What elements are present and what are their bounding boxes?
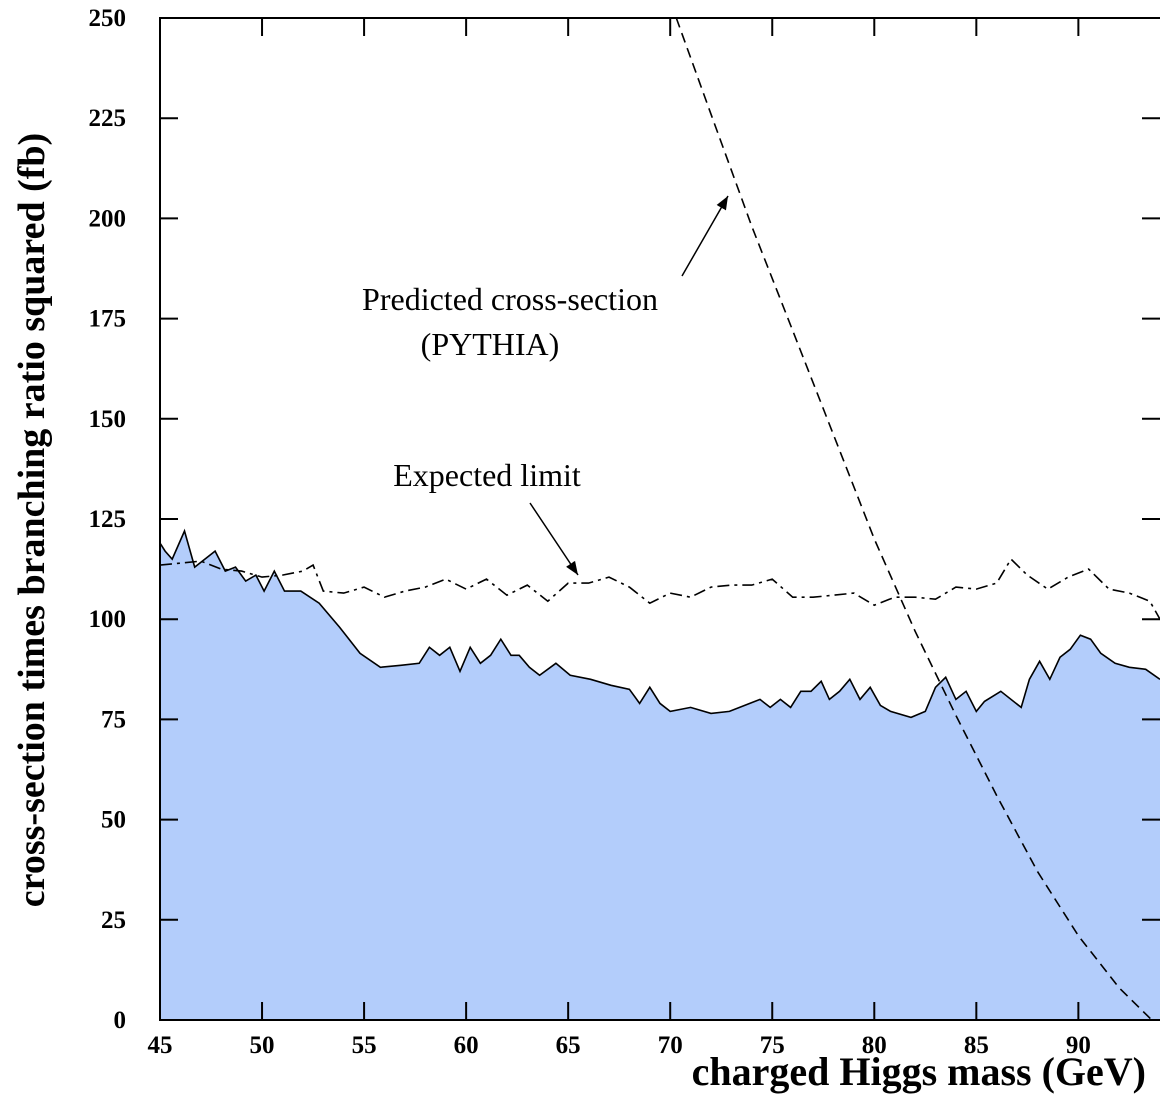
- x-tick-label: 80: [862, 1032, 887, 1059]
- y-tick-label: 225: [89, 105, 127, 132]
- dashdot-line: [160, 557, 1160, 620]
- y-tick-label: 75: [101, 706, 126, 733]
- x-tick-label: 85: [964, 1032, 989, 1059]
- arrow: [529, 502, 579, 576]
- annotation: (PYTHIA): [421, 326, 560, 362]
- x-tick-label: 60: [454, 1032, 479, 1059]
- annotation: Predicted cross-section: [362, 281, 658, 317]
- x-tick-label: 90: [1066, 1032, 1091, 1059]
- x-tick-label: 75: [760, 1032, 785, 1059]
- plot-area: [160, 18, 1160, 1020]
- annotation: Expected limit: [393, 457, 581, 493]
- y-tick-label: 125: [89, 506, 127, 533]
- x-tick-label: 50: [250, 1032, 275, 1059]
- y-axis-label: cross-section times branching ratio squa…: [11, 133, 53, 907]
- filled-area: [160, 531, 1160, 1020]
- y-tick-label: 250: [89, 5, 127, 32]
- y-tick-label: 25: [101, 907, 126, 934]
- x-tick-label: 70: [658, 1032, 683, 1059]
- arrow: [681, 195, 729, 277]
- y-tick-label: 175: [89, 306, 127, 333]
- x-axis-label: charged Higgs mass (GeV): [692, 1049, 1146, 1094]
- x-tick-label: 55: [352, 1032, 377, 1059]
- x-tick-label: 65: [556, 1032, 581, 1059]
- y-tick-label: 50: [101, 807, 126, 834]
- y-tick-label: 200: [89, 205, 127, 232]
- dashed-line: [675, 18, 1153, 1020]
- y-tick-label: 0: [114, 1007, 127, 1034]
- x-tick-label: 45: [148, 1032, 173, 1059]
- observed-line: [160, 528, 1160, 719]
- y-tick-label: 100: [89, 606, 127, 633]
- y-tick-label: 150: [89, 406, 127, 433]
